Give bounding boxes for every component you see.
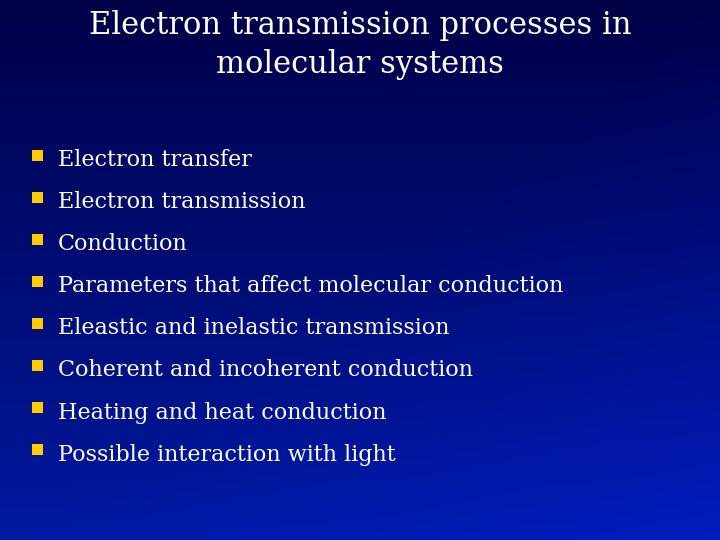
Bar — [32, 443, 43, 455]
Text: Electron transmission: Electron transmission — [58, 192, 305, 213]
Text: Coherent and incoherent conduction: Coherent and incoherent conduction — [58, 360, 473, 381]
Text: Possible interaction with light: Possible interaction with light — [58, 443, 396, 465]
Bar — [32, 360, 43, 370]
Text: Heating and heat conduction: Heating and heat conduction — [58, 402, 387, 423]
Text: Conduction: Conduction — [58, 233, 188, 255]
Bar — [32, 318, 43, 328]
Bar — [32, 275, 43, 287]
Bar — [32, 150, 43, 160]
Text: Parameters that affect molecular conduction: Parameters that affect molecular conduct… — [58, 275, 563, 298]
Text: Electron transmission processes in
molecular systems: Electron transmission processes in molec… — [89, 10, 631, 80]
Bar — [32, 402, 43, 413]
Text: Electron transfer: Electron transfer — [58, 150, 252, 172]
Bar — [32, 192, 43, 202]
Bar — [32, 233, 43, 245]
Text: Eleastic and inelastic transmission: Eleastic and inelastic transmission — [58, 318, 449, 340]
